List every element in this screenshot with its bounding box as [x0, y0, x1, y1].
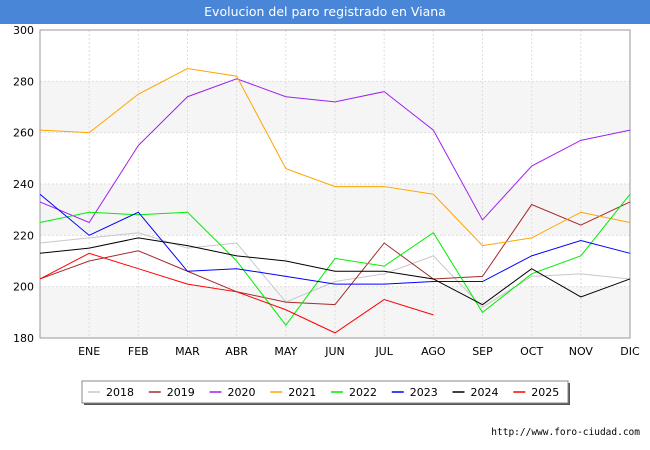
- legend-label-2023: 2023: [410, 386, 438, 399]
- series-line-2025: [39, 252, 434, 334]
- x-tick-label: JUN: [324, 345, 345, 358]
- y-axis-ticks: 180 200 220 240 260 280 300: [13, 24, 34, 345]
- series-line-2020: [39, 78, 631, 224]
- legend-label-2019: 2019: [167, 386, 195, 399]
- y-tick-label: 280: [13, 75, 34, 88]
- series-lines: [39, 67, 631, 334]
- y-tick-label: 300: [13, 24, 34, 37]
- legend-label-2021: 2021: [288, 386, 316, 399]
- legend-label-2020: 2020: [228, 386, 256, 399]
- legend-label-2022: 2022: [349, 386, 377, 399]
- legend-box: [81, 380, 569, 404]
- plot-frame: [39, 29, 631, 339]
- x-tick-label: ENE: [78, 345, 100, 358]
- x-tick-label: FEB: [128, 345, 149, 358]
- series-line-2022: [39, 193, 631, 326]
- x-tick-label: ABR: [225, 345, 248, 358]
- y-tick-label: 260: [13, 127, 34, 140]
- y-tick-label: 220: [13, 229, 34, 242]
- y-tick-label: 240: [13, 178, 34, 191]
- series-line-2019: [39, 201, 631, 306]
- legend: 2018 2019 2020 2021 2022 2023 2024 2025: [81, 380, 570, 405]
- x-tick-label: NOV: [569, 345, 594, 358]
- series-line-2021: [39, 67, 631, 247]
- x-tick-label: OCT: [520, 345, 543, 358]
- y-tick-label: 200: [13, 281, 34, 294]
- series-line-2018: [39, 232, 631, 308]
- x-tick-label: AGO: [421, 345, 446, 358]
- legend-label-2018: 2018: [106, 386, 134, 399]
- series-line-2024: [39, 237, 631, 306]
- chart-title: Evolucion del paro registrado en Viana: [0, 0, 650, 24]
- x-axis-ticks: ENE FEB MAR ABR MAY JUN JUL AGO SEP OCT NOV DIC: [78, 345, 640, 358]
- x-tick-label: DIC: [620, 345, 640, 358]
- legend-label-2024: 2024: [471, 386, 499, 399]
- x-tick-label: MAR: [175, 345, 200, 358]
- x-tick-label: MAY: [274, 345, 297, 358]
- source-link[interactable]: http://www.foro-ciudad.com: [491, 427, 640, 438]
- x-tick-label: JUL: [374, 345, 393, 358]
- legend-label-2025: 2025: [531, 386, 559, 399]
- series-line-2023: [39, 193, 631, 285]
- x-tick-label: SEP: [472, 345, 493, 358]
- y-tick-label: 180: [13, 332, 34, 345]
